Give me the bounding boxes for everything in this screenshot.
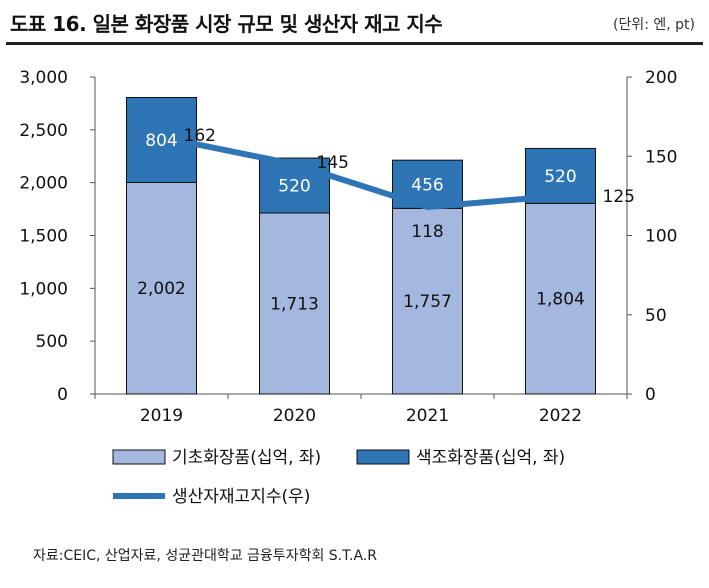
bar-base-data-label: 2,002 <box>137 279 186 299</box>
unit-label: (단위: 엔, pt) <box>612 17 695 33</box>
left-tick-label: 0 <box>57 385 68 405</box>
legend-swatch-color <box>356 449 410 465</box>
legend-swatch-base <box>112 449 166 465</box>
bar-base-data-label: 1,713 <box>270 294 319 314</box>
bar-base-cosmetics <box>259 212 330 395</box>
title-divider <box>6 42 703 45</box>
left-tick-label: 2,500 <box>19 121 68 141</box>
legend-label-line: 생산자재고지수(우) <box>172 487 310 507</box>
bar-color-data-label: 456 <box>411 175 443 195</box>
right-tick-label: 0 <box>645 385 656 405</box>
left-tick-label: 2,000 <box>19 174 68 194</box>
x-tick-label: 2020 <box>273 406 316 426</box>
bar-base-data-label: 1,757 <box>403 292 452 312</box>
legend-label-color: 색조화장품(십억, 좌) <box>416 448 565 468</box>
right-tick-label: 100 <box>645 227 677 247</box>
bar-base-cosmetics <box>525 202 596 395</box>
bar-color-data-label: 520 <box>544 167 576 187</box>
legend-label-base: 기초화장품(십억, 좌) <box>172 448 321 468</box>
x-tick-label: 2022 <box>539 406 582 426</box>
bar-color-data-label: 804 <box>145 131 177 151</box>
right-tick-label: 50 <box>645 306 667 326</box>
left-tick-label: 3,000 <box>19 68 68 88</box>
inventory-index-line <box>158 134 564 210</box>
x-tick-label: 2021 <box>406 406 449 426</box>
bar-base-data-label: 1,804 <box>536 290 585 310</box>
right-tick-label: 150 <box>645 147 677 167</box>
source-note: 자료:CEIC, 산업자료, 성균관대학교 금융투자학회 S.T.A.R <box>33 548 377 564</box>
right-tick-label: 200 <box>645 68 677 88</box>
line-data-label: 125 <box>603 187 635 207</box>
left-tick-label: 1,500 <box>19 227 68 247</box>
bar-color-data-label: 520 <box>278 177 310 197</box>
left-tick-label: 500 <box>36 332 68 352</box>
bar-base-cosmetics <box>392 207 463 395</box>
left-tick-label: 1,000 <box>19 279 68 299</box>
line-data-label: 145 <box>317 153 349 173</box>
line-data-label: 118 <box>411 222 443 242</box>
line-data-label: 162 <box>184 126 216 146</box>
chart-title: 도표 16. 일본 화장품 시장 규모 및 생산자 재고 지수 <box>10 12 443 36</box>
x-tick-label: 2019 <box>140 406 183 426</box>
